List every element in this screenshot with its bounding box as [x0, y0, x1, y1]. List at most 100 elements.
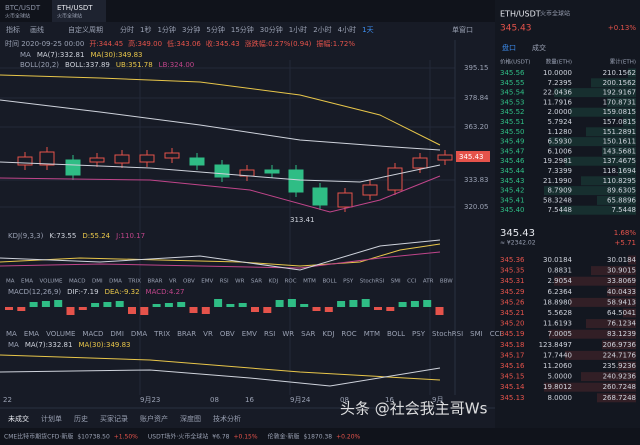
indicator-tab[interactable]: BOLL: [387, 330, 405, 338]
indicator-tab[interactable]: RSI: [264, 330, 275, 338]
indicator-tab[interactable]: CCI: [490, 330, 502, 338]
bottom-tab[interactable]: 技术分析: [213, 414, 241, 423]
tab-exchange[interactable]: 火币全球站: [5, 13, 30, 20]
depth-bar: [597, 195, 636, 205]
ma-legend: MA: [20, 51, 31, 59]
ob-amount: 19.2981: [543, 157, 572, 165]
indicator-tab[interactable]: SAR: [301, 330, 315, 338]
bottom-tab[interactable]: 深度图: [180, 414, 201, 423]
indicator-tab[interactable]: KDJ: [322, 330, 334, 338]
indicator-tab[interactable]: DMA: [109, 279, 122, 285]
tool[interactable]: 指标: [6, 25, 20, 34]
indicator-tab[interactable]: EMA: [21, 279, 33, 285]
macd-bar: [251, 307, 259, 312]
ob-total: 170.8731: [603, 98, 636, 106]
macd-bar: [5, 307, 13, 310]
indicator-tab[interactable]: OBV: [183, 279, 195, 285]
bottom-tab[interactable]: 账户资产: [140, 414, 168, 423]
tab-pair[interactable]: ETH/USDT: [57, 4, 93, 12]
depth-bar: [544, 382, 636, 392]
watermark: 头条 @社会我主哥Ws: [340, 400, 488, 418]
indicator-tab[interactable]: DMI: [92, 279, 103, 285]
indicator-tab[interactable]: PSY: [343, 279, 354, 285]
macd-legend: DEA:-9.32: [105, 288, 140, 296]
period[interactable]: 30分钟: [260, 25, 283, 34]
indicator-tab[interactable]: DMI: [110, 330, 124, 338]
indicator-tab[interactable]: ROC: [341, 330, 356, 338]
ma-sub-legend: MA(7):332.81: [25, 341, 73, 349]
indicator-tab[interactable]: VOLUME: [46, 330, 75, 338]
indicator-tab[interactable]: MA: [6, 279, 15, 285]
period[interactable]: 1小时: [289, 25, 307, 34]
ob-total: 240.9236: [603, 373, 637, 381]
indicator-tab[interactable]: SMI: [391, 279, 401, 285]
boll-upper: [0, 99, 441, 151]
indicator-tab[interactable]: VR: [203, 330, 213, 338]
indicator-tab[interactable]: MACD: [69, 279, 86, 285]
indicator-tab[interactable]: StochRSI: [432, 330, 463, 338]
indicator-tab[interactable]: StochRSI: [360, 279, 385, 285]
indicator-tab[interactable]: CCI: [407, 279, 417, 285]
macd-bar: [103, 302, 112, 307]
indicator-tab[interactable]: VOLUME: [40, 279, 64, 285]
indicator-tab[interactable]: MACD: [82, 330, 103, 338]
kdj-legend: J:110.17: [115, 232, 145, 240]
indicator-tab[interactable]: MTM: [303, 279, 316, 285]
bottom-tab[interactable]: 计划单: [41, 414, 62, 423]
kdj-j: [0, 239, 441, 271]
indicator-tab[interactable]: DMA: [131, 330, 147, 338]
info: 开:344.45: [89, 40, 123, 48]
tool[interactable]: 画线: [30, 25, 44, 34]
ob-total: 260.7248: [603, 383, 636, 391]
indicator-tab[interactable]: TRIX: [127, 279, 141, 285]
candle-body: [412, 157, 428, 169]
indicator-tab[interactable]: BBW: [440, 279, 453, 285]
indicator-tab[interactable]: MA: [6, 330, 17, 338]
period[interactable]: 1分钟: [157, 25, 175, 34]
price-axis-label: 333.83: [464, 176, 489, 184]
window-mode[interactable]: 单窗口: [452, 25, 473, 34]
tab-exchange[interactable]: 火币全球站: [57, 13, 82, 20]
indicator-tab[interactable]: EMA: [24, 330, 39, 338]
ob-tab[interactable]: 成交: [532, 43, 546, 52]
period[interactable]: 2小时: [313, 25, 331, 34]
period[interactable]: 5分钟: [206, 25, 224, 34]
indicator-tab[interactable]: SAR: [251, 279, 262, 285]
tab-pair[interactable]: BTC/USDT: [5, 4, 41, 12]
bottom-tab[interactable]: 买家记录: [100, 414, 128, 423]
indicator-tab[interactable]: SMI: [470, 330, 483, 338]
indicator-tab[interactable]: TRIX: [153, 330, 170, 338]
depth-bar: [623, 308, 636, 318]
indicator-tab[interactable]: BRAR: [177, 330, 196, 338]
indicator-tab[interactable]: EMV: [242, 330, 257, 338]
indicator-tab[interactable]: KDJ: [269, 279, 279, 285]
ob-amount: 10.0000: [543, 69, 572, 77]
ob-tab[interactable]: 盘口: [502, 43, 516, 52]
indicator-tab[interactable]: OBV: [220, 330, 235, 338]
indicator-tab[interactable]: VR: [169, 279, 177, 285]
period[interactable]: 1天: [362, 26, 373, 34]
custom-period[interactable]: 自定义周期: [68, 25, 103, 34]
indicator-tab[interactable]: BRAR: [147, 279, 162, 285]
indicator-tab[interactable]: EMV: [201, 279, 213, 285]
macd-bar: [374, 307, 382, 310]
period[interactable]: 分时: [120, 25, 134, 34]
indicator-tab[interactable]: PSY: [412, 330, 426, 338]
indicator-tab[interactable]: BOLL: [322, 279, 337, 285]
indicator-tab[interactable]: WR: [282, 330, 294, 338]
period[interactable]: 1秒: [140, 25, 151, 34]
ob-column: 累计(ETH): [610, 58, 636, 66]
indicator-tab[interactable]: MTM: [364, 330, 380, 338]
period[interactable]: 3分钟: [182, 25, 200, 34]
indicator-tab[interactable]: RSI: [220, 279, 229, 285]
macd-legend: MACD(12,26,9): [8, 288, 61, 296]
indicator-tab[interactable]: ROC: [285, 279, 297, 285]
ob-total: 89.6305: [607, 187, 636, 195]
indicator-tab[interactable]: ATR: [423, 279, 434, 285]
bottom-tab[interactable]: 历史: [74, 414, 88, 423]
period[interactable]: 4小时: [338, 25, 356, 34]
period[interactable]: 15分钟: [231, 25, 254, 34]
indicator-tab[interactable]: WR: [235, 279, 244, 285]
bottom-tab[interactable]: 未成交: [8, 414, 29, 423]
depth-bar: [602, 340, 636, 350]
